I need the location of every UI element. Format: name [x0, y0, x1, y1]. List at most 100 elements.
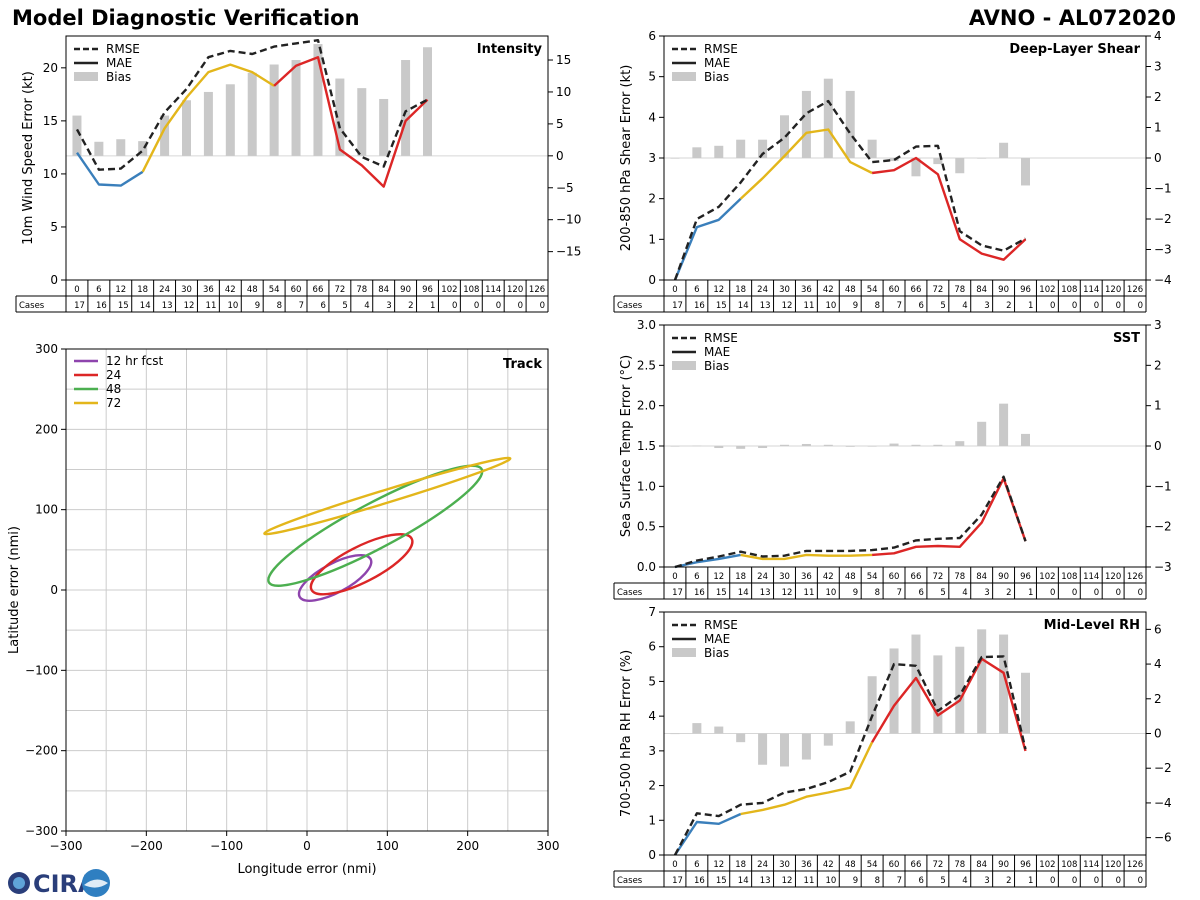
table-hour-cell: 42	[225, 285, 236, 295]
y2-tick-label: −5	[556, 181, 574, 195]
bias-bar	[736, 139, 746, 158]
table-hour-cell: 126	[1127, 572, 1143, 582]
table-count-cell: 9	[853, 301, 858, 311]
table-hour-cell: 114	[485, 285, 501, 295]
table-count-cell: 14	[738, 588, 749, 598]
table-count-cell: 2	[1006, 876, 1011, 886]
legend-bias-label: Bias	[704, 70, 729, 84]
table-count-cell: 7	[897, 301, 902, 311]
mae-line-mid	[141, 63, 275, 173]
table-hour-cell: 48	[845, 572, 856, 582]
bias-bar	[116, 139, 126, 156]
table-hour-cell: 126	[1127, 285, 1143, 295]
table-count-cell: 3	[984, 301, 989, 311]
y-tick-label: 0	[50, 583, 58, 597]
legend-label: 24	[106, 368, 121, 382]
table-count-cell: 10	[825, 301, 836, 311]
bias-bar	[714, 446, 724, 449]
table-hour-cell: 54	[269, 285, 280, 295]
table-hour-cell: 102	[1039, 572, 1055, 582]
table-hour-cell: 30	[779, 285, 790, 295]
mae-line-early	[673, 197, 742, 281]
bias-bar	[933, 444, 943, 446]
table-count-cell: 1	[430, 301, 435, 311]
table-count-cell: 17	[672, 588, 683, 598]
y-tick-label: 2	[648, 192, 656, 206]
legend-label: 48	[106, 382, 121, 396]
table-count-cell: 0	[1072, 588, 1077, 598]
table-header-label: Cases	[19, 301, 45, 311]
table-count-cell: 14	[738, 301, 749, 311]
y-axis-label: Latitude error (nmi)	[7, 526, 22, 654]
table-hour-cell: 66	[911, 285, 922, 295]
mae-line-late	[872, 477, 1027, 557]
table-hour-cell: 120	[507, 285, 523, 295]
plot-frame	[65, 35, 549, 281]
table-count-cell: 4	[962, 588, 967, 598]
bias-bar	[977, 158, 987, 159]
table-count-cell: 0	[1094, 876, 1099, 886]
bias-bar	[867, 676, 877, 734]
table-hour-cell: 120	[1105, 860, 1121, 870]
y-tick-label: 5	[50, 220, 58, 234]
legend-label: 72	[106, 396, 121, 410]
bias-bar	[823, 78, 833, 158]
mae-line-late	[871, 657, 1027, 752]
table-count-cell: 4	[364, 301, 369, 311]
bias-bar	[379, 98, 389, 156]
table-count-cell: 15	[716, 876, 727, 886]
table-count-cell: 3	[984, 588, 989, 598]
table-hour-cell: 90	[998, 285, 1009, 295]
table-hour-cell: 96	[1020, 285, 1031, 295]
bias-bar	[714, 726, 724, 734]
bias-bar	[714, 145, 724, 158]
table-count-cell: 0	[1094, 588, 1099, 598]
table-hour-cell: 126	[529, 285, 545, 295]
bias-bar	[692, 147, 702, 158]
table-count-cell: 3	[984, 876, 989, 886]
table-hour-cell: 84	[976, 285, 987, 295]
bias-bar	[758, 733, 768, 765]
table-count-cell: 8	[277, 301, 282, 311]
bias-bar	[911, 158, 921, 177]
table-count-cell: 0	[1116, 301, 1121, 311]
legend-bias-swatch	[672, 361, 696, 370]
page-title: Model Diagnostic Verification	[12, 6, 360, 30]
bias-bar	[758, 139, 768, 158]
table-count-cell: 6	[918, 588, 923, 598]
table-hour-cell: 102	[441, 285, 457, 295]
table-count-cell: 9	[853, 588, 858, 598]
table-count-cell: 3	[386, 301, 391, 311]
table-hour-cell: 30	[181, 285, 192, 295]
table-hour-cell: 18	[735, 285, 746, 295]
table-count-cell: 8	[875, 301, 880, 311]
y2-tick-label: 1	[1154, 399, 1162, 413]
x-tick-label: 100	[376, 839, 399, 853]
table-count-cell: 13	[162, 301, 173, 311]
table-header-label: Cases	[617, 588, 643, 598]
bias-bar	[758, 446, 768, 449]
table-hour-cell: 12	[713, 572, 724, 582]
table-count-cell: 0	[1094, 301, 1099, 311]
table-hour-cell: 48	[845, 285, 856, 295]
y-tick-label: 2.5	[637, 358, 656, 372]
bias-bar	[933, 655, 943, 734]
legend-rmse-label: RMSE	[704, 331, 738, 345]
bias-bar	[845, 90, 855, 158]
table-count-cell: 15	[118, 301, 129, 311]
table-count-cell: 15	[716, 301, 727, 311]
bias-bar	[933, 158, 943, 165]
y-tick-label: 5	[648, 70, 656, 84]
y2-tick-label: 1	[1154, 121, 1162, 135]
y2-tick-label: −2	[1154, 761, 1172, 775]
table-count-cell: 10	[227, 301, 238, 311]
bias-bar	[801, 443, 811, 446]
y2-tick-label: 0	[1154, 151, 1162, 165]
bias-bar	[801, 733, 811, 760]
y-tick-label: 2	[648, 779, 656, 793]
bias-bar	[999, 403, 1009, 446]
table-hour-cell: 96	[1020, 572, 1031, 582]
